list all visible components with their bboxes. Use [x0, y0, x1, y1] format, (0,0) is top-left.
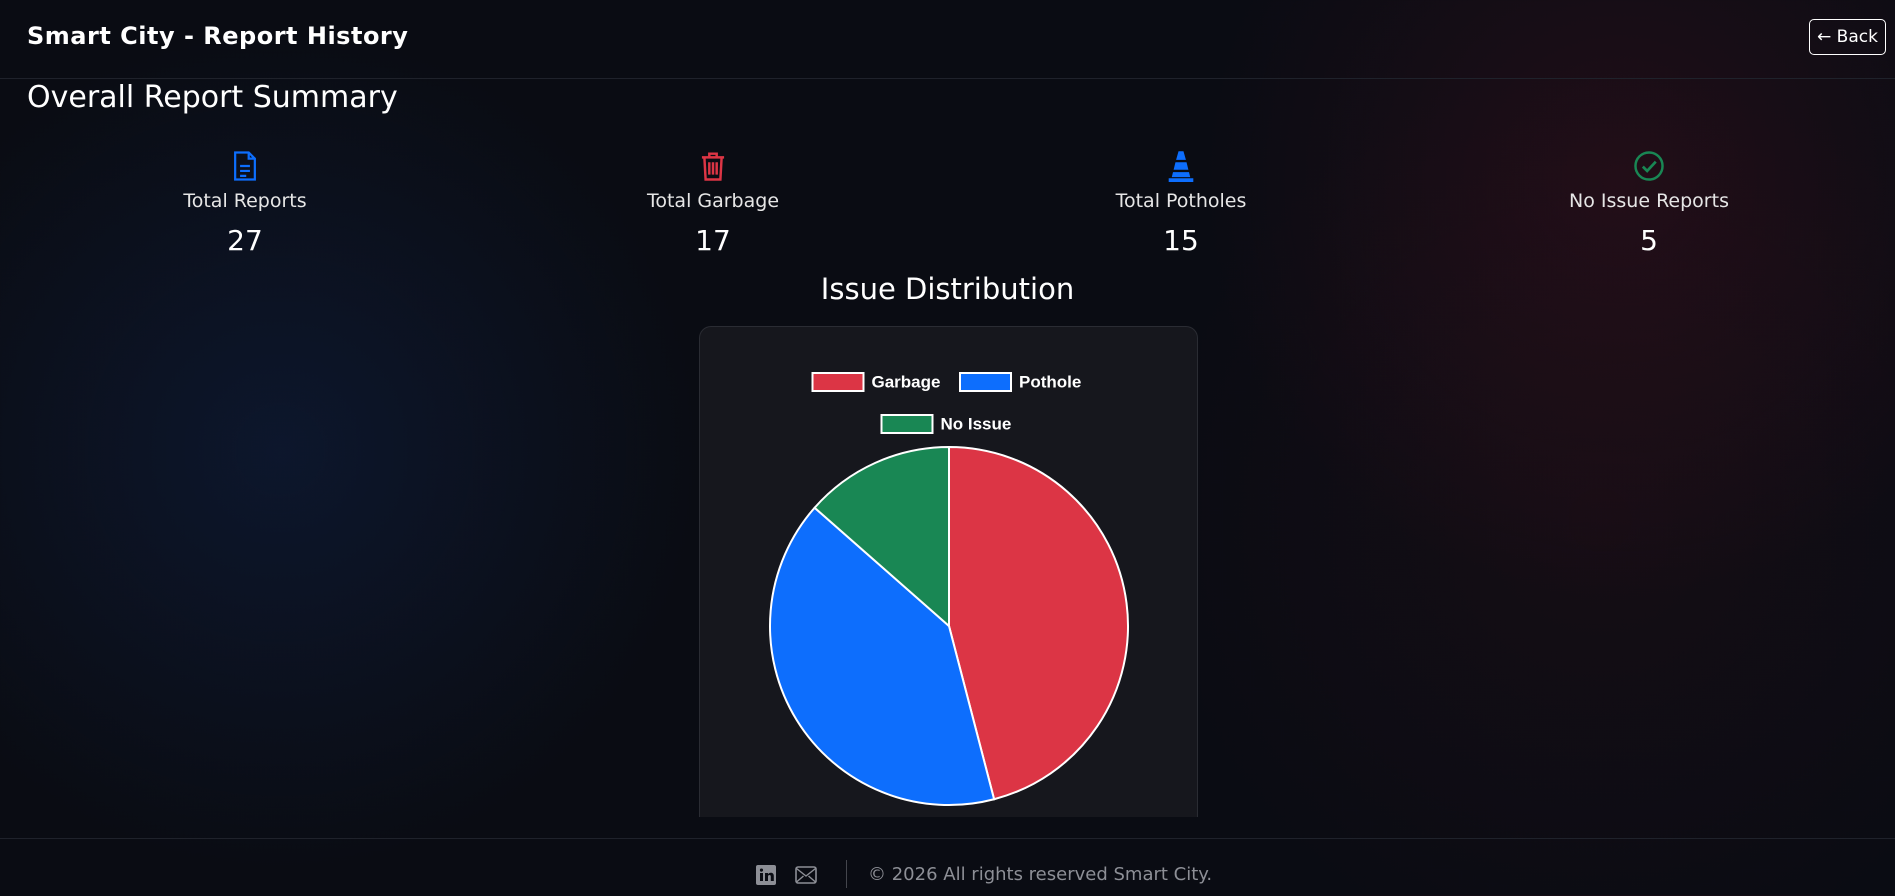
stat-card: Total Reports 27: [65, 150, 425, 257]
linkedin-icon[interactable]: [755, 864, 777, 886]
header: [0, 0, 1895, 79]
back-button[interactable]: ← Back: [1809, 19, 1886, 55]
stat-label: No Issue Reports: [1569, 190, 1729, 212]
footer: [0, 838, 1895, 896]
pie-chart: Garbage Pothole No Issue: [769, 372, 1129, 806]
stat-label: Total Potholes: [1115, 190, 1247, 212]
legend-swatch: [880, 414, 934, 434]
stat-label: Total Reports: [183, 190, 307, 212]
copyright: © 2026 All rights reserved Smart City.: [868, 864, 1213, 885]
legend-label: Garbage: [872, 372, 941, 391]
chart-card: Garbage Pothole No Issue: [699, 326, 1198, 817]
stat-card: No Issue Reports 5: [1469, 150, 1829, 257]
email-icon[interactable]: [795, 866, 817, 884]
stat-label: Total Garbage: [646, 190, 780, 212]
legend-label: No Issue: [941, 414, 1012, 433]
chart-title: Issue Distribution: [820, 272, 1075, 306]
stat-value: 27: [227, 224, 263, 257]
stat-card: Total Garbage 17: [533, 150, 893, 257]
icon-report: [234, 151, 256, 181]
icon-pothole: [1168, 151, 1194, 182]
legend-label: Pothole: [1019, 372, 1081, 391]
stat-value: 15: [1163, 224, 1199, 257]
footer-divider: [846, 860, 847, 888]
icon-garbage: [701, 152, 725, 181]
stat-card: Total Potholes 15: [1001, 150, 1361, 257]
stat-value: 17: [695, 224, 731, 257]
header-title: Smart City - Report History: [27, 22, 409, 50]
legend-swatch: [811, 372, 865, 392]
stat-value: 5: [1640, 224, 1658, 257]
pie-slice: [769, 506, 996, 806]
summary-title: Overall Report Summary: [27, 80, 398, 115]
pie-slice: [948, 445, 1129, 801]
pie-slice: [813, 445, 950, 629]
icon-no-issue: [1634, 151, 1664, 181]
legend-swatch: [959, 372, 1012, 392]
